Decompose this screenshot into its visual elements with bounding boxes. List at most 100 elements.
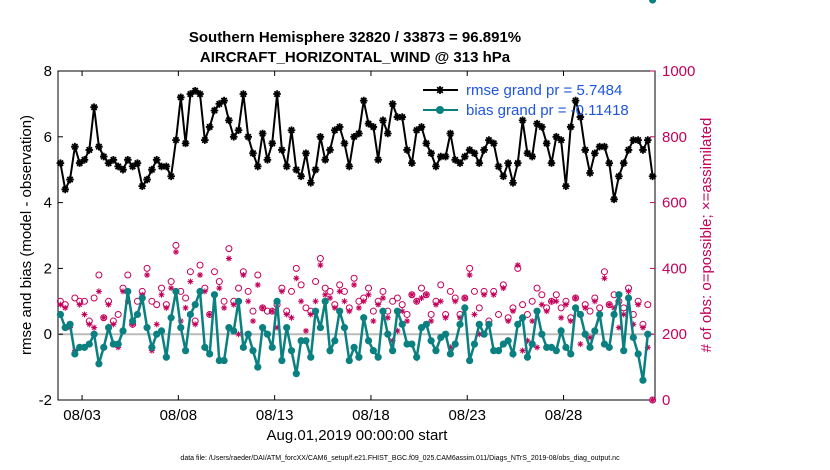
- obs-possible-point: [196, 261, 204, 269]
- bias-point: [562, 343, 570, 351]
- rmse-point: [398, 113, 407, 121]
- obs-possible-point: [586, 307, 594, 315]
- bias-point: [485, 320, 493, 328]
- rmse-point: [316, 133, 325, 141]
- rmse-point: [566, 123, 575, 131]
- obs-assimilated-point: [245, 298, 252, 305]
- obs-assimilated-point: [216, 285, 223, 292]
- rmse-point: [552, 133, 561, 141]
- bias-point: [283, 324, 291, 332]
- obs-assimilated-point: [630, 321, 637, 328]
- rmse-point: [408, 159, 416, 167]
- rmse-point: [379, 116, 387, 125]
- ticks-layer: 08/03 08/08 08/13 08/18 08/23 08/28 -2 0 2 4 6 8 0 20…: [39, 63, 696, 424]
- obs-possible-point: [95, 271, 103, 279]
- obs-assimilated-point: [529, 318, 536, 325]
- obs-assimilated-point: [201, 288, 208, 295]
- obs-assimilated-point: [62, 304, 69, 311]
- rmse-point: [104, 159, 113, 167]
- obs-assimilated-point: [346, 308, 353, 315]
- rmse-point: [494, 162, 503, 171]
- obs-possible-point: [369, 307, 377, 315]
- rmse-point: [186, 90, 195, 98]
- rmse-point: [172, 136, 180, 144]
- bias-point: [167, 314, 175, 322]
- obs-assimilated-point: [514, 262, 521, 269]
- rmse-point: [432, 162, 440, 171]
- rmse-point: [148, 165, 156, 174]
- rmse-point: [268, 139, 277, 148]
- rmse-point: [331, 126, 339, 135]
- rmse-point: [586, 169, 594, 177]
- obs-assimilated-point: [442, 314, 449, 321]
- bias-point: [610, 310, 618, 319]
- obs-assimilated-point: [293, 275, 300, 282]
- bias-point: [475, 320, 483, 328]
- bias-point: [292, 370, 300, 378]
- obs-assimilated-point: [625, 288, 632, 295]
- obs-possible-point: [470, 287, 478, 295]
- bias-point: [470, 340, 479, 348]
- obs-assimilated-point: [548, 298, 555, 305]
- rmse-point: [311, 165, 320, 174]
- bias-point: [552, 347, 560, 355]
- obs-assimilated-point: [322, 291, 329, 298]
- bias-point: [360, 314, 368, 322]
- rmse-point: [95, 142, 103, 151]
- obs-assimilated-point: [471, 311, 478, 318]
- obs-assimilated-point: [591, 298, 598, 305]
- rmse-point: [124, 156, 132, 164]
- obs-assimilated-point: [384, 314, 391, 321]
- rmse-point: [239, 90, 248, 98]
- obs-possible-point: [340, 287, 348, 295]
- rmse-point: [456, 159, 464, 167]
- rmse-point: [335, 123, 344, 131]
- bias-point: [591, 327, 599, 335]
- bias-point: [220, 356, 228, 365]
- data-file-footnote: data file: /Users/raeder/DAI/ATM_forcXX/…: [180, 455, 620, 462]
- obs-possible-point: [403, 310, 411, 318]
- bias-point: [316, 324, 324, 332]
- bias-point: [350, 343, 358, 351]
- obs-possible-point: [80, 297, 88, 305]
- obs-assimilated-point: [327, 295, 334, 302]
- rmse-point: [451, 156, 459, 164]
- bias-point: [422, 320, 430, 328]
- rmse-point: [258, 129, 267, 138]
- series-layer: [56, 0, 657, 384]
- bias-point: [432, 347, 440, 355]
- bias-point: [326, 347, 334, 355]
- rmse-point: [215, 100, 224, 108]
- obs-assimilated-point: [278, 288, 285, 295]
- obs-possible-point: [644, 301, 652, 309]
- obs-assimilated-point: [57, 301, 64, 308]
- legend-bias-marker: [436, 106, 444, 114]
- bias-point: [480, 330, 488, 338]
- rmse-point: [412, 126, 421, 135]
- bias-point: [509, 350, 517, 358]
- obs-possible-point: [153, 301, 161, 309]
- obs-assimilated-point: [587, 334, 593, 341]
- obs-possible-point: [210, 268, 218, 276]
- rmse-point: [191, 86, 200, 95]
- rmse-point: [273, 90, 281, 98]
- obs-possible-point: [182, 294, 190, 302]
- bias-point: [239, 343, 247, 351]
- bias-point: [244, 330, 252, 338]
- obs-possible-point: [220, 297, 228, 305]
- rmse-point: [480, 146, 488, 154]
- obs-possible-point: [244, 287, 252, 295]
- bias-point: [451, 340, 459, 348]
- obs-assimilated-point: [192, 321, 199, 328]
- obs-possible-point: [427, 310, 435, 318]
- rmse-point: [533, 119, 541, 128]
- y-tick-label: 2: [44, 260, 52, 277]
- obs-assimilated-point: [577, 341, 584, 348]
- bias-point: [162, 353, 170, 361]
- obs-possible-point: [316, 255, 324, 263]
- obs-assimilated-point: [187, 278, 194, 285]
- bias-point: [340, 324, 349, 332]
- obs-count-layer: [56, 241, 657, 404]
- bias-point: [196, 287, 204, 296]
- obs-assimilated-point: [86, 321, 93, 328]
